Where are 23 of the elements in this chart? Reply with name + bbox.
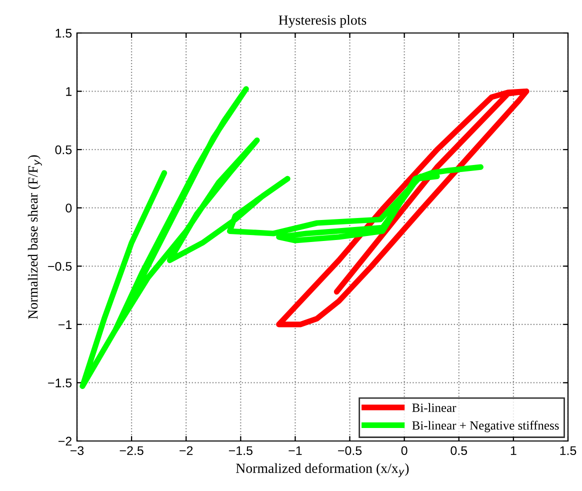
legend-label: Bi-linear (412, 403, 456, 412)
x-tick-label: −0.5 (338, 446, 362, 456)
y-tick-label: −1 (58, 320, 72, 329)
x-tick-label: 0.5 (450, 446, 468, 456)
y-axis-title: Normalized base shear (F/F$_{y}$) (28, 155, 42, 320)
y-tick-label: −1.5 (48, 378, 72, 388)
x-tick-label: −1 (288, 446, 302, 455)
y-tick-label: 0.5 (55, 145, 72, 154)
x-axis-title: Normalized deformation (x/x$_{y}$) (236, 463, 409, 478)
y-tick-label: −2 (58, 436, 72, 446)
y-tick-label: −0.5 (48, 262, 72, 271)
x-tick-label: −2.5 (120, 446, 144, 456)
y-tick-label: 1 (66, 87, 72, 96)
chart-title: Hysteresis plots (278, 15, 366, 28)
legend-label: Bi-linear + Negative stiffness (412, 420, 559, 432)
x-tick-label: −1.5 (228, 446, 252, 456)
x-tick-label: 1.5 (560, 446, 576, 456)
y-tick-label: 0 (66, 204, 72, 213)
x-tick-label: 1 (510, 446, 516, 455)
x-tick-label: −3 (70, 446, 84, 456)
y-tick-label: 1.5 (56, 28, 72, 38)
x-tick-label: −2 (180, 446, 193, 455)
x-tick-label: 0 (401, 446, 408, 456)
